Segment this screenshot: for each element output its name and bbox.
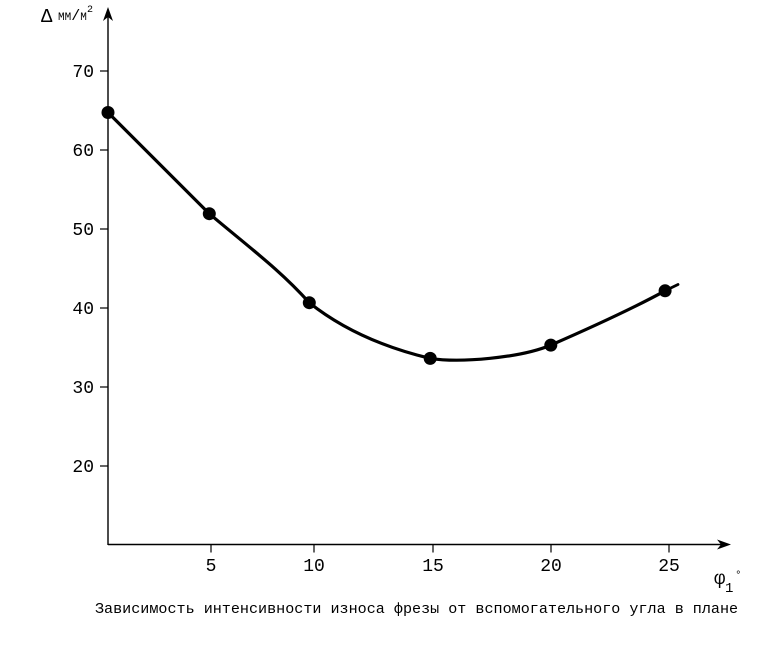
svg-text:20: 20 [72,458,94,478]
svg-text:1: 1 [725,581,733,597]
svg-text:5: 5 [206,557,217,577]
svg-text:10: 10 [303,557,325,577]
svg-text:15: 15 [422,557,444,577]
svg-text:60: 60 [72,142,94,162]
svg-text:2: 2 [87,5,93,16]
svg-text:20: 20 [540,557,562,577]
svg-text:мм/м: мм/м [58,8,87,25]
svg-text:70: 70 [72,63,94,83]
svg-text:φ: φ [714,568,725,590]
svg-text:50: 50 [72,221,94,241]
svg-text:°: ° [735,570,742,582]
svg-text:25: 25 [658,557,680,577]
svg-text:Δ: Δ [41,6,53,28]
svg-text:30: 30 [72,379,94,399]
svg-text:40: 40 [72,300,94,320]
